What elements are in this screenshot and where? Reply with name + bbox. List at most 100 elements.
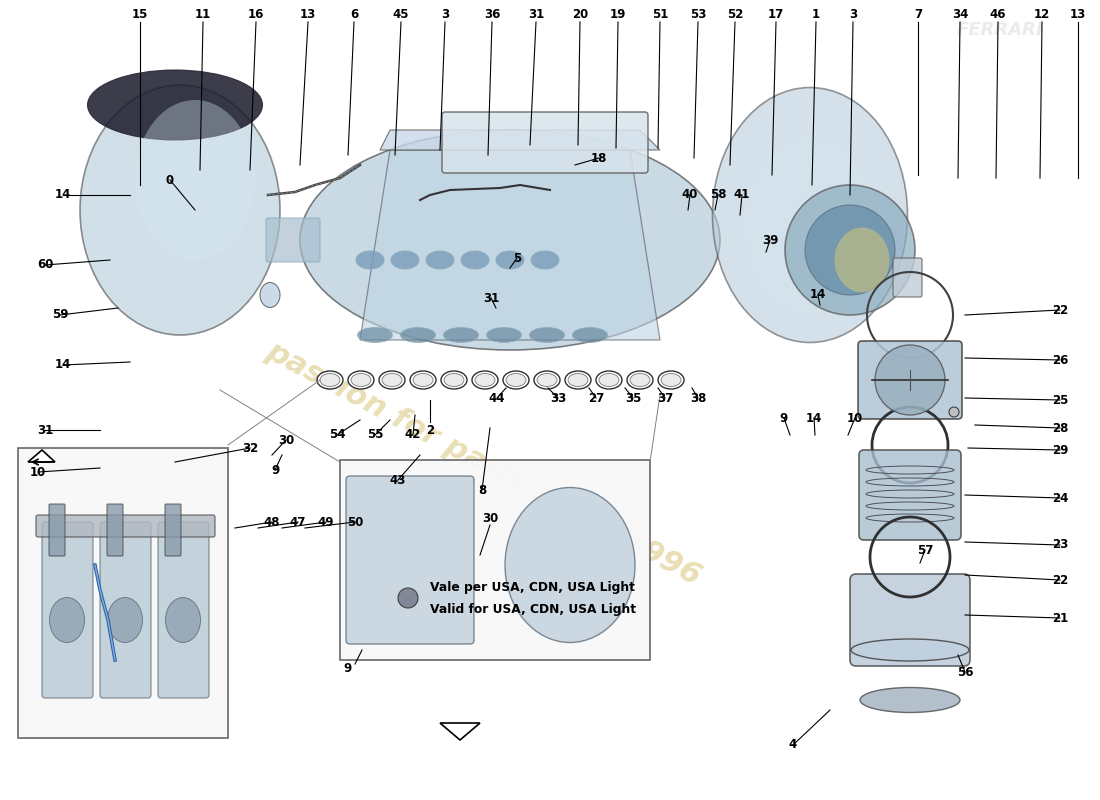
Text: 6: 6	[350, 9, 359, 22]
FancyBboxPatch shape	[18, 448, 228, 738]
Text: 55: 55	[366, 429, 383, 442]
Ellipse shape	[506, 374, 526, 386]
Text: Vale per USA, CDN, USA Light: Vale per USA, CDN, USA Light	[430, 582, 635, 594]
Ellipse shape	[565, 371, 591, 389]
Ellipse shape	[317, 371, 343, 389]
Text: 29: 29	[1052, 443, 1068, 457]
Text: 43: 43	[389, 474, 406, 486]
FancyBboxPatch shape	[42, 522, 94, 698]
FancyBboxPatch shape	[36, 515, 215, 537]
Text: 4: 4	[789, 738, 797, 751]
Text: 50: 50	[346, 515, 363, 529]
Ellipse shape	[379, 371, 405, 389]
Text: 42: 42	[405, 429, 421, 442]
Ellipse shape	[410, 371, 436, 389]
Ellipse shape	[531, 251, 559, 269]
Text: 31: 31	[37, 423, 53, 437]
Text: 54: 54	[329, 429, 345, 442]
Text: 16: 16	[248, 9, 264, 22]
Text: 9: 9	[344, 662, 352, 674]
Text: 19: 19	[609, 9, 626, 22]
Ellipse shape	[382, 374, 402, 386]
FancyBboxPatch shape	[858, 341, 962, 419]
Text: 20: 20	[572, 9, 588, 22]
FancyBboxPatch shape	[442, 112, 648, 173]
Ellipse shape	[80, 85, 280, 335]
Text: 53: 53	[690, 9, 706, 22]
Circle shape	[805, 205, 895, 295]
Text: 0: 0	[166, 174, 174, 186]
Text: 59: 59	[52, 309, 68, 322]
Ellipse shape	[534, 371, 560, 389]
Ellipse shape	[358, 327, 393, 342]
Text: 14: 14	[55, 358, 72, 371]
Text: 49: 49	[318, 515, 334, 529]
Text: 17: 17	[768, 9, 784, 22]
Text: 18: 18	[591, 151, 607, 165]
Text: 28: 28	[1052, 422, 1068, 434]
FancyBboxPatch shape	[850, 574, 970, 666]
Ellipse shape	[496, 251, 524, 269]
Circle shape	[785, 185, 915, 315]
Polygon shape	[360, 150, 660, 340]
Text: 9: 9	[780, 411, 788, 425]
Text: 3: 3	[849, 9, 857, 22]
Text: 22: 22	[1052, 574, 1068, 586]
Text: 58: 58	[710, 189, 726, 202]
Ellipse shape	[630, 374, 650, 386]
Ellipse shape	[260, 282, 280, 307]
Ellipse shape	[441, 371, 468, 389]
FancyBboxPatch shape	[893, 258, 922, 297]
FancyBboxPatch shape	[107, 504, 123, 556]
Text: 38: 38	[690, 391, 706, 405]
Text: 56: 56	[957, 666, 974, 678]
Ellipse shape	[529, 327, 564, 342]
Text: 33: 33	[550, 391, 566, 405]
FancyBboxPatch shape	[100, 522, 151, 698]
Circle shape	[949, 407, 959, 417]
Ellipse shape	[443, 327, 478, 342]
Ellipse shape	[503, 371, 529, 389]
Text: 10: 10	[30, 466, 46, 478]
FancyBboxPatch shape	[859, 450, 961, 540]
Ellipse shape	[50, 598, 85, 642]
Ellipse shape	[572, 327, 607, 342]
Text: 9: 9	[271, 463, 279, 477]
Text: 30: 30	[482, 511, 498, 525]
Ellipse shape	[713, 87, 908, 342]
Text: Valid for USA, CDN, USA Light: Valid for USA, CDN, USA Light	[430, 603, 636, 617]
Ellipse shape	[412, 374, 433, 386]
Ellipse shape	[426, 251, 454, 269]
Ellipse shape	[661, 374, 681, 386]
Text: 52: 52	[727, 9, 744, 22]
Ellipse shape	[475, 374, 495, 386]
Ellipse shape	[658, 371, 684, 389]
Text: 14: 14	[55, 189, 72, 202]
Text: 35: 35	[625, 391, 641, 405]
Circle shape	[874, 345, 945, 415]
Ellipse shape	[348, 371, 374, 389]
Text: 21: 21	[1052, 611, 1068, 625]
Polygon shape	[379, 130, 660, 150]
Text: 11: 11	[195, 9, 211, 22]
Text: 37: 37	[657, 391, 673, 405]
Text: 14: 14	[806, 411, 822, 425]
Ellipse shape	[745, 138, 874, 313]
Ellipse shape	[486, 327, 521, 342]
Text: 36: 36	[484, 9, 500, 22]
Text: 40: 40	[682, 189, 698, 202]
Ellipse shape	[400, 327, 436, 342]
Ellipse shape	[835, 227, 890, 293]
FancyBboxPatch shape	[266, 218, 320, 262]
Text: 1: 1	[812, 9, 821, 22]
Text: 47: 47	[289, 515, 306, 529]
Ellipse shape	[88, 70, 263, 140]
Text: 13: 13	[1070, 9, 1086, 22]
Text: FERRARI: FERRARI	[957, 21, 1044, 39]
Text: 31: 31	[528, 9, 544, 22]
Text: 60: 60	[36, 258, 53, 271]
Ellipse shape	[356, 251, 384, 269]
Ellipse shape	[444, 374, 464, 386]
Text: 44: 44	[488, 391, 505, 405]
Text: 2: 2	[426, 423, 434, 437]
